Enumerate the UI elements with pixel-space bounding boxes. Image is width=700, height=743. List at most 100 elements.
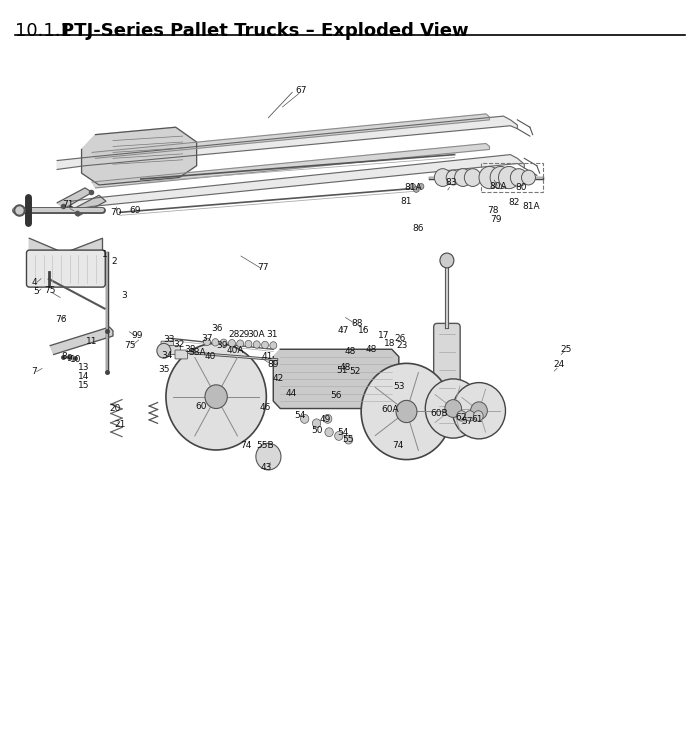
Circle shape xyxy=(410,184,416,189)
Text: 86: 86 xyxy=(412,224,424,233)
Text: 4: 4 xyxy=(32,278,38,288)
Text: 48: 48 xyxy=(365,345,377,354)
Circle shape xyxy=(166,343,266,450)
Text: 34: 34 xyxy=(161,351,172,360)
Text: 24: 24 xyxy=(554,360,565,369)
Text: 47: 47 xyxy=(337,326,349,335)
Circle shape xyxy=(473,411,483,421)
Text: 48: 48 xyxy=(340,363,351,372)
Circle shape xyxy=(454,169,471,186)
Text: 29: 29 xyxy=(238,330,250,339)
Text: 54: 54 xyxy=(337,428,349,437)
Text: 74: 74 xyxy=(239,441,251,450)
Text: 88: 88 xyxy=(351,319,363,328)
Text: 21: 21 xyxy=(114,421,125,429)
Circle shape xyxy=(205,385,228,409)
Circle shape xyxy=(270,342,276,349)
Circle shape xyxy=(498,166,519,189)
Circle shape xyxy=(325,428,333,437)
Polygon shape xyxy=(50,327,113,354)
Text: 38A: 38A xyxy=(188,348,205,357)
Circle shape xyxy=(456,411,466,421)
Text: 35: 35 xyxy=(158,365,169,374)
Circle shape xyxy=(228,340,235,347)
Circle shape xyxy=(204,338,211,345)
Text: 10: 10 xyxy=(69,355,81,364)
Polygon shape xyxy=(273,349,399,409)
Text: 99: 99 xyxy=(132,331,143,340)
Text: 70: 70 xyxy=(111,208,122,217)
Text: 33: 33 xyxy=(163,335,174,344)
Text: 89: 89 xyxy=(267,360,279,369)
Text: 81A: 81A xyxy=(404,184,421,192)
Circle shape xyxy=(300,415,309,424)
Text: 80: 80 xyxy=(515,184,526,192)
Polygon shape xyxy=(29,239,102,268)
FancyBboxPatch shape xyxy=(434,323,460,435)
Circle shape xyxy=(396,400,417,423)
FancyBboxPatch shape xyxy=(175,350,188,359)
Text: 3: 3 xyxy=(121,291,127,299)
Text: 81A: 81A xyxy=(522,202,540,211)
Text: 1: 1 xyxy=(102,250,108,259)
Text: 10.1.1: 10.1.1 xyxy=(15,22,72,40)
Circle shape xyxy=(426,379,481,438)
Circle shape xyxy=(323,415,332,424)
Text: 9: 9 xyxy=(66,354,73,363)
Text: 55: 55 xyxy=(342,435,354,444)
Text: 71: 71 xyxy=(62,201,74,210)
Text: 60: 60 xyxy=(195,402,206,411)
Text: 11: 11 xyxy=(86,337,98,346)
Text: 75: 75 xyxy=(44,285,56,294)
Polygon shape xyxy=(57,188,92,209)
Text: 69: 69 xyxy=(130,206,141,215)
FancyBboxPatch shape xyxy=(161,341,174,350)
Text: 28: 28 xyxy=(228,330,239,339)
Text: 25: 25 xyxy=(561,345,572,354)
Text: 54: 54 xyxy=(294,412,305,421)
Text: 15: 15 xyxy=(78,381,90,390)
Circle shape xyxy=(522,170,536,185)
Text: 20: 20 xyxy=(109,404,120,413)
Text: 67: 67 xyxy=(295,85,307,94)
Circle shape xyxy=(335,432,343,441)
Circle shape xyxy=(479,166,500,189)
Text: 75: 75 xyxy=(125,341,136,350)
Text: 14: 14 xyxy=(78,372,90,381)
Text: 39: 39 xyxy=(217,341,228,350)
Text: 76: 76 xyxy=(55,315,66,324)
Text: 62: 62 xyxy=(456,413,467,422)
Circle shape xyxy=(446,170,460,185)
Polygon shape xyxy=(71,155,524,210)
Text: 81: 81 xyxy=(400,197,412,206)
Text: 17: 17 xyxy=(378,331,389,340)
Circle shape xyxy=(414,186,419,192)
FancyBboxPatch shape xyxy=(27,250,105,287)
Circle shape xyxy=(452,383,505,439)
Text: 5: 5 xyxy=(34,287,39,296)
Text: 42: 42 xyxy=(272,374,284,383)
Circle shape xyxy=(157,343,171,358)
Text: 8: 8 xyxy=(62,352,67,361)
Circle shape xyxy=(344,435,353,444)
Circle shape xyxy=(490,166,511,189)
Circle shape xyxy=(419,184,424,189)
Text: PTJ-Series Pallet Trucks – Exploded View: PTJ-Series Pallet Trucks – Exploded View xyxy=(61,22,468,40)
Circle shape xyxy=(237,340,244,347)
Text: 82: 82 xyxy=(508,198,519,207)
Text: 43: 43 xyxy=(260,463,272,473)
Text: 46: 46 xyxy=(259,403,271,412)
Circle shape xyxy=(361,363,452,460)
Text: 61: 61 xyxy=(471,415,482,424)
Text: 56: 56 xyxy=(330,391,342,400)
Polygon shape xyxy=(92,143,489,188)
Circle shape xyxy=(253,341,260,348)
Circle shape xyxy=(464,169,481,186)
Text: 79: 79 xyxy=(491,215,502,224)
Text: 48: 48 xyxy=(344,347,356,356)
Text: 40A: 40A xyxy=(226,346,244,355)
Circle shape xyxy=(256,444,281,470)
Text: 78: 78 xyxy=(487,206,498,215)
Text: 32: 32 xyxy=(174,340,185,348)
Text: 38: 38 xyxy=(185,345,196,354)
